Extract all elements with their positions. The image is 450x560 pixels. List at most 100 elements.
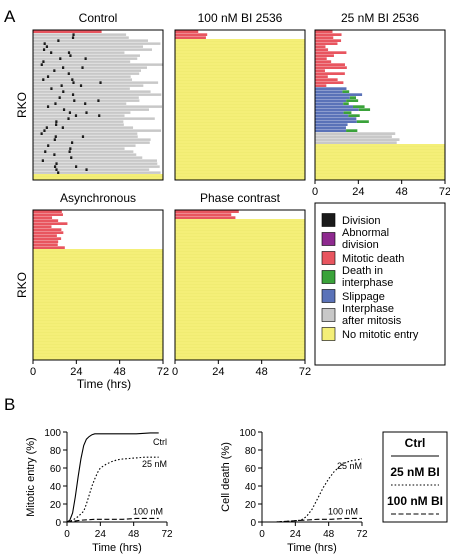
mitotic_death-bar: [33, 228, 62, 231]
division-mark: [53, 138, 56, 141]
no-entry-bar: [175, 303, 305, 306]
no-entry-bar: [175, 132, 305, 135]
division-mark: [42, 60, 45, 63]
timeline-panel: Phase contrast 0 24 48 72: [172, 191, 311, 378]
mitotic_death-bar: [33, 234, 57, 237]
mitotic_death-bar: [315, 84, 327, 87]
division-mark: [46, 75, 50, 78]
division-mark: [85, 111, 88, 114]
death-interphase-bar: [342, 90, 350, 93]
no-entry-bar: [175, 81, 305, 84]
series-label: 100 nM: [328, 506, 358, 516]
slippage-bar: [315, 90, 343, 93]
division-mark: [54, 135, 57, 138]
no-entry-bar: [175, 312, 305, 315]
no-entry-bar: [33, 282, 163, 285]
no-entry-bar: [175, 90, 305, 93]
mitotic_death-bar: [33, 219, 59, 222]
division-mark: [70, 156, 73, 159]
division-mark: [47, 144, 50, 147]
interphase_after_mitosis-bar: [315, 135, 392, 138]
no-entry-bar: [33, 330, 163, 333]
no-entry-bar: [315, 144, 445, 147]
legend-label: Interphase after mitosis: [342, 303, 402, 327]
x-tick-label: 0: [312, 186, 318, 198]
division-mark: [55, 120, 58, 123]
x-tick-label: 72: [439, 186, 450, 198]
division-mark: [53, 165, 57, 168]
no-entry-bar: [175, 273, 305, 276]
death-interphase-bar: [346, 99, 359, 102]
x-tick-label: 72: [356, 529, 368, 540]
no-entry-bar: [175, 297, 305, 300]
legend-swatch: [321, 251, 336, 265]
interphase-bar: [33, 33, 127, 36]
no-entry-bar: [33, 348, 163, 351]
no-entry-bar: [175, 48, 305, 51]
division-mark: [45, 126, 48, 129]
mitotic_death-bar: [315, 51, 347, 54]
no-entry-bar: [175, 102, 305, 105]
division-mark: [73, 99, 76, 102]
death-interphase-bar: [343, 111, 352, 114]
no-entry-bar: [175, 309, 305, 312]
panel-frame: [32, 29, 164, 181]
no-entry-bar: [175, 291, 305, 294]
no-entry-bar: [33, 336, 163, 339]
division-mark: [42, 48, 46, 51]
no-entry-bar: [175, 120, 305, 123]
division-mark: [44, 150, 47, 153]
no-entry-bar: [175, 219, 305, 222]
no-entry-bar: [315, 153, 445, 156]
division-mark: [60, 84, 63, 87]
interphase-bar: [33, 171, 161, 174]
no-entry-bar: [175, 270, 305, 273]
series-line: [66, 517, 159, 523]
panel-frame: [314, 29, 446, 181]
division-mark: [81, 135, 85, 138]
x-tick-label: 72: [157, 366, 169, 378]
mitotic_death-bar: [315, 60, 332, 63]
series-label: 100 nM: [133, 506, 163, 516]
no-entry-bar: [175, 300, 305, 303]
interphase-bar: [33, 162, 158, 165]
legend-swatch: [321, 308, 336, 322]
y-tick-label: 80: [245, 446, 257, 457]
death-interphase-bar: [348, 114, 360, 117]
division-mark: [67, 117, 70, 120]
x-tick-label: 0: [172, 366, 178, 378]
interphase-bar: [33, 96, 139, 99]
interphase-bar: [33, 66, 147, 69]
no-entry-bar: [175, 39, 305, 42]
row-label-rko: RKO: [15, 272, 29, 298]
line-legend-frame: [382, 431, 448, 523]
x-tick-label: 24: [290, 529, 302, 540]
y-axis-title: Cell death (%): [220, 442, 232, 512]
y-tick-label: 40: [50, 482, 62, 493]
interphase-bar: [33, 144, 136, 147]
mitotic_death-bar: [33, 237, 62, 240]
y-tick-label: 60: [50, 464, 62, 475]
mitotic_death-bar: [33, 216, 53, 219]
mitotic_death-bar: [175, 36, 206, 39]
mitotic_death-bar: [315, 39, 342, 42]
no-entry-bar: [175, 231, 305, 234]
no-entry-bar: [33, 300, 163, 303]
mitotic_death-bar: [175, 213, 232, 216]
division-mark: [71, 36, 75, 39]
no-entry-bar: [33, 294, 163, 297]
division-mark: [97, 99, 100, 102]
no-entry-bar: [33, 252, 163, 255]
division-mark: [57, 39, 60, 42]
y-axis-title: Mitotic entry (%): [25, 437, 37, 516]
interphase-bar: [33, 90, 151, 93]
interphase-bar: [33, 114, 125, 117]
no-entry-bar: [175, 108, 305, 111]
division-mark: [84, 57, 87, 60]
no-entry-bar: [175, 351, 305, 354]
division-mark: [61, 126, 64, 129]
no-entry-bar: [175, 246, 305, 249]
no-entry-bar: [175, 315, 305, 318]
no-entry-bar: [33, 342, 163, 345]
no-entry-bar: [175, 66, 305, 69]
